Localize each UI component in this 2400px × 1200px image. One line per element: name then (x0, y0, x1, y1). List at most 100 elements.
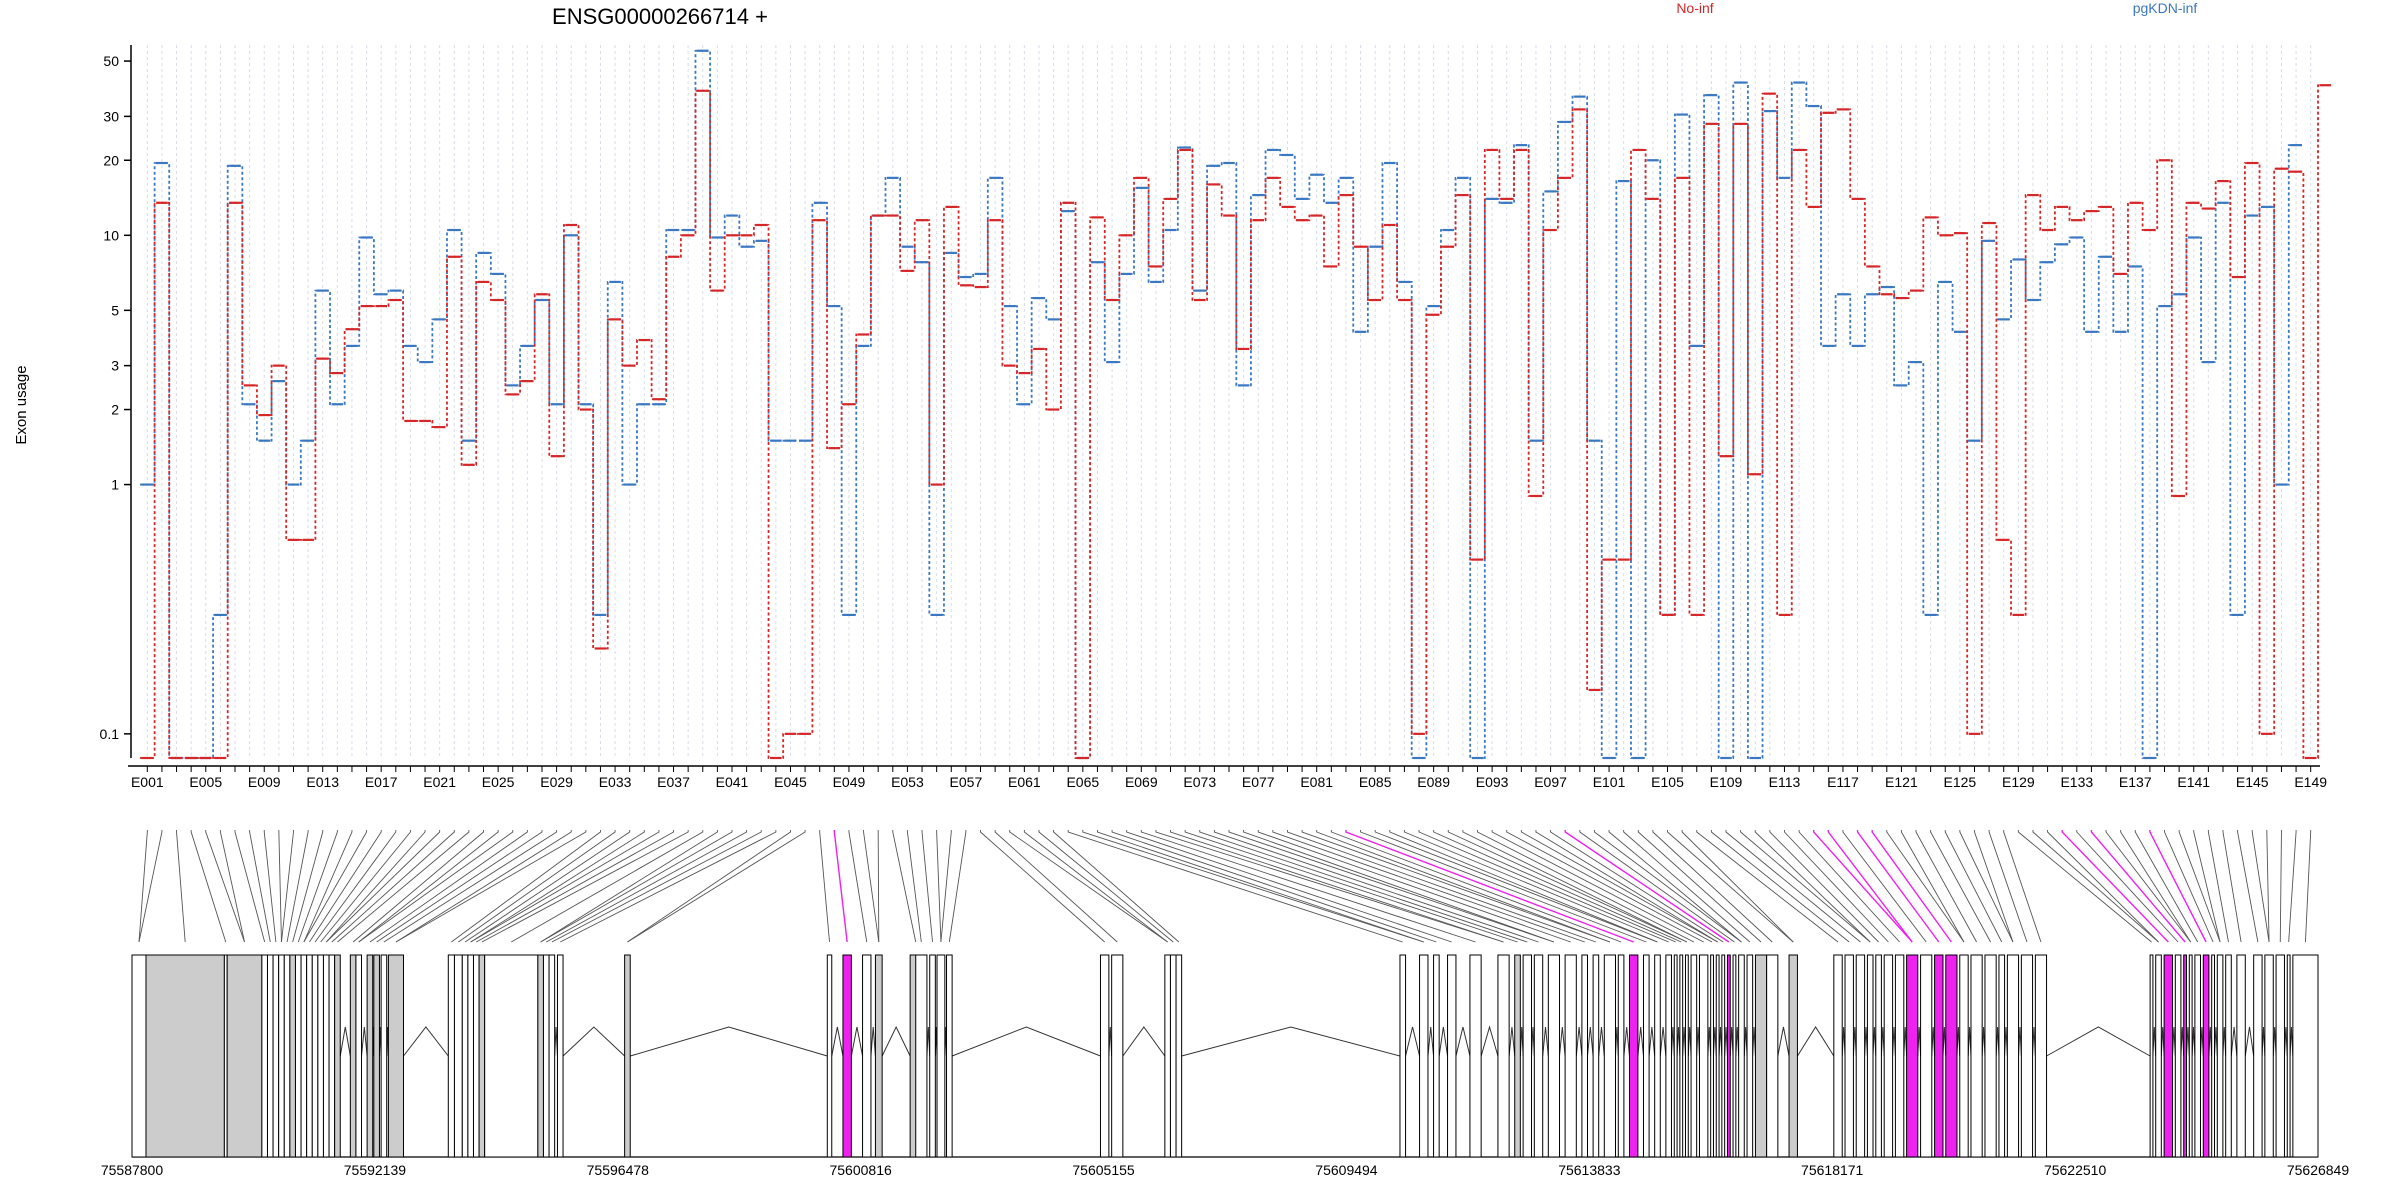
exon-box (145, 954, 225, 1158)
coordinate-label: 75626849 (2287, 1162, 2350, 1178)
y-tick-label: 0.1 (100, 726, 120, 742)
exon-box (1690, 954, 1698, 1158)
intron-line (1623, 1026, 1630, 1057)
exon-connector (1199, 830, 1528, 943)
exon-connector (1520, 830, 1718, 943)
exon-connector (138, 830, 163, 943)
exon-connector (848, 830, 868, 943)
y-axis: 0.1 1 2 3 5 10 20 30 50 (100, 45, 132, 758)
exon-connector (1740, 830, 1871, 943)
exon-connector (1418, 830, 1676, 943)
exon-connector (2149, 830, 2207, 943)
exon-connector (325, 830, 441, 943)
exon-connector (2017, 830, 2152, 943)
exon-connector (1710, 830, 1850, 943)
exon-connector (314, 830, 397, 943)
exon-box (842, 954, 852, 1158)
exon-connector (2105, 830, 2192, 943)
exon-connector (281, 830, 294, 943)
exon-connector (2207, 830, 2229, 943)
y-tick-label: 30 (103, 108, 119, 124)
exon-connector (948, 830, 967, 943)
exon-box (1564, 954, 1577, 1158)
genomic-coordinate-labels: 75587800 75592139 75596478 75600816 75605155… (101, 1162, 2350, 1178)
exon-connector (286, 830, 309, 943)
exon-connector (1126, 830, 1452, 943)
intron-line (403, 1026, 449, 1057)
exon-box (2253, 954, 2263, 1158)
exon-box (1934, 954, 1944, 1158)
x-tick-label: E017 (365, 774, 398, 790)
exon-connector (358, 830, 499, 943)
x-tick-label: E137 (2119, 774, 2152, 790)
exon-box (1875, 954, 1882, 1158)
x-tick-label: E097 (1534, 774, 1567, 790)
exon-box (1175, 954, 1183, 1158)
exon-box (874, 954, 883, 1158)
exon-box (294, 954, 302, 1158)
exon-connector (481, 830, 689, 943)
exon-box (355, 954, 363, 1158)
exon-box (1684, 954, 1689, 1158)
exon-box (1945, 954, 1958, 1158)
x-tick-label: E045 (774, 774, 807, 790)
exon-box (306, 954, 313, 1158)
exon-connector (2134, 830, 2199, 943)
intron-line (1455, 1026, 1471, 1057)
exon-connector (176, 830, 186, 943)
exon-connector-lines (138, 830, 2312, 943)
exon-connector (1228, 830, 1555, 943)
exon-box (278, 954, 285, 1158)
x-tick-label: E065 (1066, 774, 1099, 790)
exon-box (1906, 954, 1919, 1158)
exon-connector (395, 830, 587, 943)
exon-box (272, 954, 280, 1158)
exon-box (317, 954, 324, 1158)
coordinate-label: 75600816 (829, 1162, 892, 1178)
exon-connector (331, 830, 455, 943)
exon-box (2194, 954, 2201, 1158)
exon-box (387, 954, 405, 1158)
x-tick-label: E021 (423, 774, 456, 790)
exon-connector (2120, 830, 2192, 943)
exon-box (1419, 954, 1429, 1158)
exon-box (826, 954, 833, 1158)
exon-connector (1243, 830, 1555, 943)
exon-connector (1506, 830, 1713, 943)
exon-connector (234, 830, 266, 943)
exon-connector (1593, 830, 1742, 943)
exon-box (1547, 954, 1561, 1158)
exon-connector (1608, 830, 1742, 943)
exon-connector (1170, 830, 1504, 943)
exon-connector (1345, 830, 1634, 943)
x-tick-label: E049 (833, 774, 866, 790)
exon-connector (1272, 830, 1585, 943)
exon-connector (2288, 830, 2297, 943)
x-tick-label: E105 (1651, 774, 1684, 790)
intron-line (1427, 1026, 1435, 1057)
exon-connector (309, 830, 382, 943)
exon-connector (1623, 830, 1751, 943)
x-tick-label: E061 (1008, 774, 1041, 790)
exon-box (1522, 954, 1533, 1158)
x-tick-label: E013 (306, 774, 339, 790)
exon-connector (1886, 830, 1965, 943)
x-tick-label: E009 (248, 774, 281, 790)
series-line-pgkdn-inf (140, 49, 2304, 759)
exon-box (1679, 954, 1684, 1158)
exon-box (2163, 954, 2174, 1158)
exon-connector (1360, 830, 1647, 943)
intron-line (1648, 1026, 1656, 1057)
exon-box (2174, 954, 2182, 1158)
x-tick-label: E029 (540, 774, 573, 790)
intron-line (1559, 1026, 1566, 1057)
exon-connector (1491, 830, 1704, 943)
exon-connector (1637, 830, 1762, 943)
exon-box (2264, 954, 2274, 1158)
x-tick-label: E069 (1125, 774, 1158, 790)
exon-connector (1096, 830, 1424, 943)
exon-connector (2266, 830, 2270, 943)
exon-box (1746, 954, 1754, 1158)
exon-connector (303, 830, 353, 943)
